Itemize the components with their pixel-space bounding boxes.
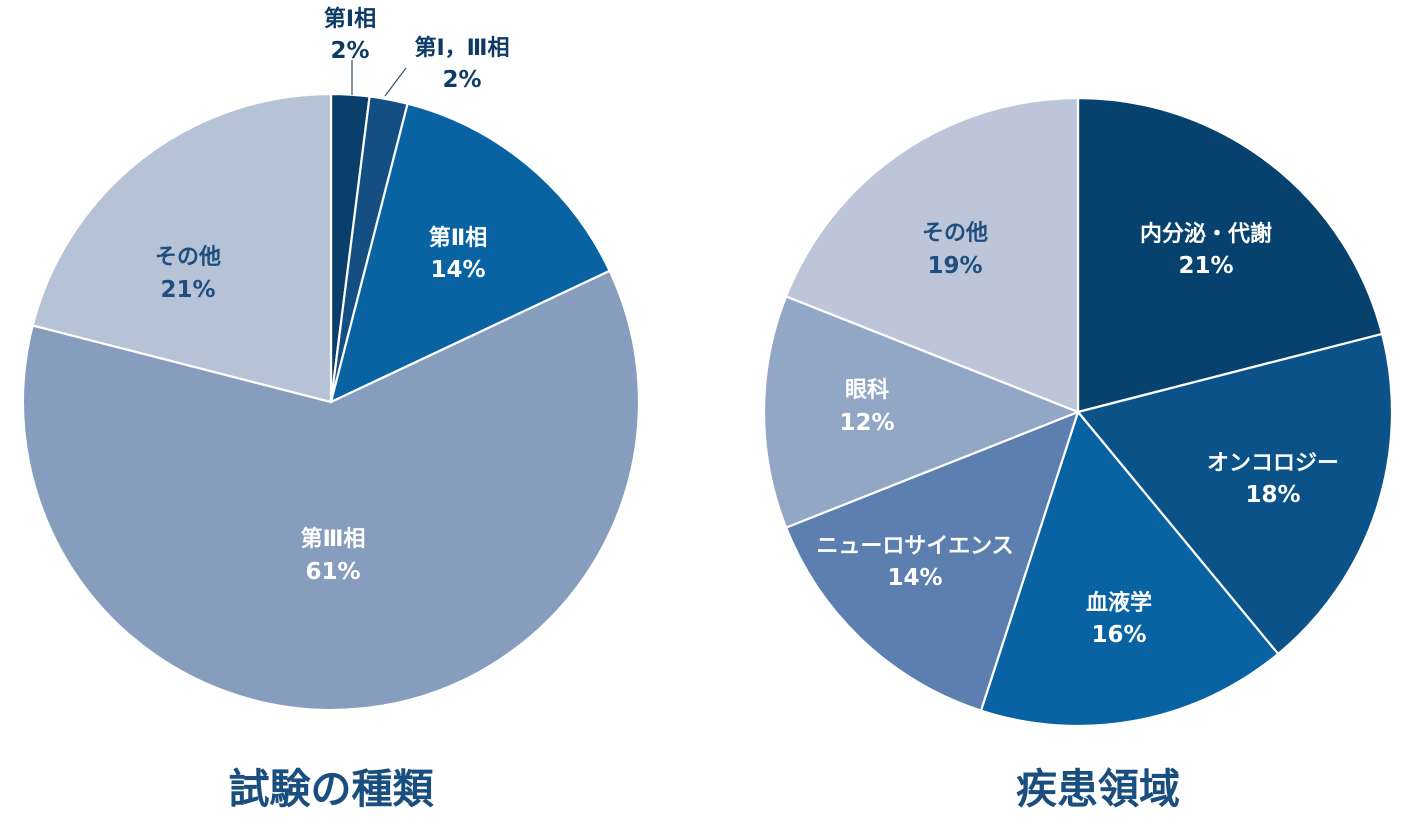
disease-area-slice-0	[1076, 96, 1384, 414]
trial-type-slice-percent-2: 14%	[430, 257, 485, 283]
disease-area-pie-chart: 内分泌・代謝 21% オンコロジー 18% 血液学 16% ニューロサイエンス 14% 眼科 12…	[762, 96, 1394, 728]
trial-type-slice-label-4: その他	[155, 245, 221, 270]
trial-type-slice-label-0: 第Ⅰ相	[324, 6, 376, 32]
trial-type-slice-2	[329, 102, 612, 404]
trial-type-slice-4	[31, 92, 333, 404]
disease-area-slice-percent-4: 12%	[839, 410, 894, 436]
disease-area-slice-5	[784, 96, 1080, 414]
trial-type-slice-percent-4: 21%	[160, 277, 215, 303]
trial-type-leader-line-1	[384, 67, 407, 97]
disease-area-slice-2	[979, 409, 1280, 728]
disease-area-slice-percent-5: 19%	[927, 253, 982, 279]
trial-type-slice-label-3: 第Ⅲ相	[301, 526, 366, 552]
disease-area-slice-percent-2: 16%	[1091, 622, 1146, 648]
disease-area-slice-percent-0: 21%	[1178, 253, 1233, 279]
disease-area-slice-label-0: 内分泌・代謝	[1140, 221, 1272, 247]
disease-area-slice-percent-1: 18%	[1245, 482, 1300, 508]
disease-area-slice-label-2: 血液学	[1086, 590, 1152, 616]
disease-area-slice-label-1: オンコロジー	[1207, 451, 1339, 476]
disease-area-slice-label-3: ニューロサイエンス	[816, 534, 1013, 559]
disease-area-chart-title: 疾患領域	[1016, 765, 1180, 813]
disease-area-slice-3	[784, 410, 1080, 713]
trial-type-chart-title: 試験の種類	[229, 765, 435, 813]
trial-type-pie-chart: 第Ⅰ相 2% 第Ⅰ，Ⅲ相 2% 第Ⅱ相 14% 第Ⅲ相 61% その他 21%	[21, 6, 641, 712]
trial-type-slice-label-2: 第Ⅱ相	[429, 225, 488, 251]
trial-type-slice-label-1: 第Ⅰ，Ⅲ相	[415, 35, 510, 61]
disease-area-slice-1	[1076, 332, 1394, 656]
trial-type-slice-percent-1: 2%	[442, 67, 481, 93]
disease-area-slice-label-4: 眼科	[845, 378, 889, 403]
trial-type-slice-percent-3: 61%	[305, 559, 360, 585]
disease-area-slice-label-5: その他	[922, 221, 988, 246]
trial-type-slice-3	[21, 269, 641, 712]
disease-area-slice-percent-3: 14%	[887, 565, 942, 591]
trial-type-slice-percent-0: 2%	[330, 38, 369, 64]
disease-area-slice-4	[762, 294, 1081, 530]
